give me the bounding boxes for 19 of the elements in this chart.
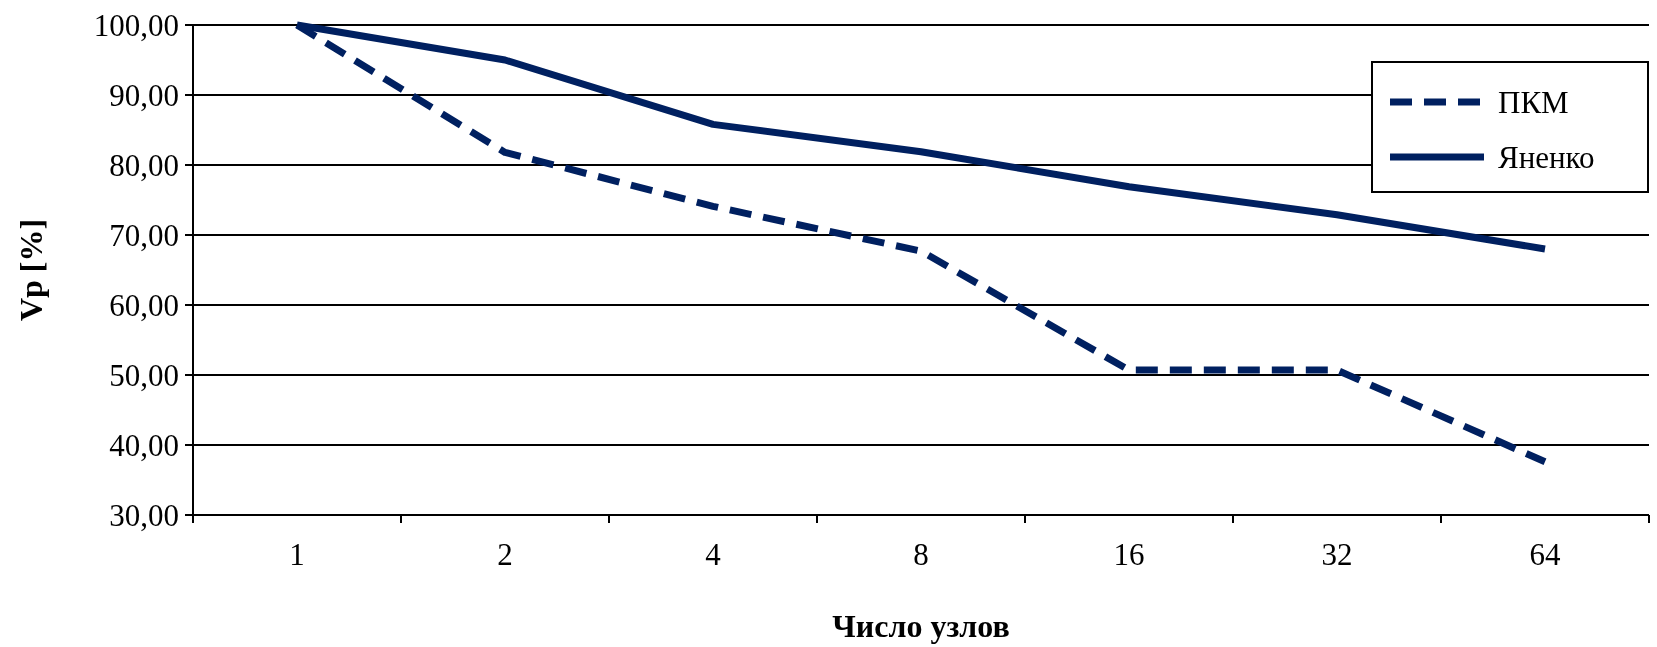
y-axis-title: Vp [%] (13, 218, 49, 322)
y-tick-label: 60,00 (109, 287, 179, 323)
y-tick-label: 30,00 (109, 497, 179, 533)
x-tick-label: 64 (1529, 537, 1561, 572)
legend-label: Яненко (1498, 139, 1595, 175)
x-tick-label: 32 (1321, 537, 1353, 572)
y-tick-label: 40,00 (109, 427, 179, 463)
y-tick-label: 100,00 (93, 7, 179, 43)
y-tick-label: 80,00 (109, 147, 179, 183)
x-tick-label: 4 (705, 537, 722, 572)
y-tick-label: 50,00 (109, 357, 179, 393)
y-tick-label: 90,00 (109, 77, 179, 113)
x-tick-label: 2 (497, 537, 513, 572)
x-tick-label: 16 (1113, 537, 1145, 572)
x-tick-label: 1 (289, 537, 305, 572)
x-tick-label: 8 (913, 537, 929, 572)
y-tick-label: 70,00 (109, 217, 179, 253)
x-axis-title: Число узлов (832, 608, 1010, 644)
legend-label: ПКМ (1498, 84, 1569, 120)
